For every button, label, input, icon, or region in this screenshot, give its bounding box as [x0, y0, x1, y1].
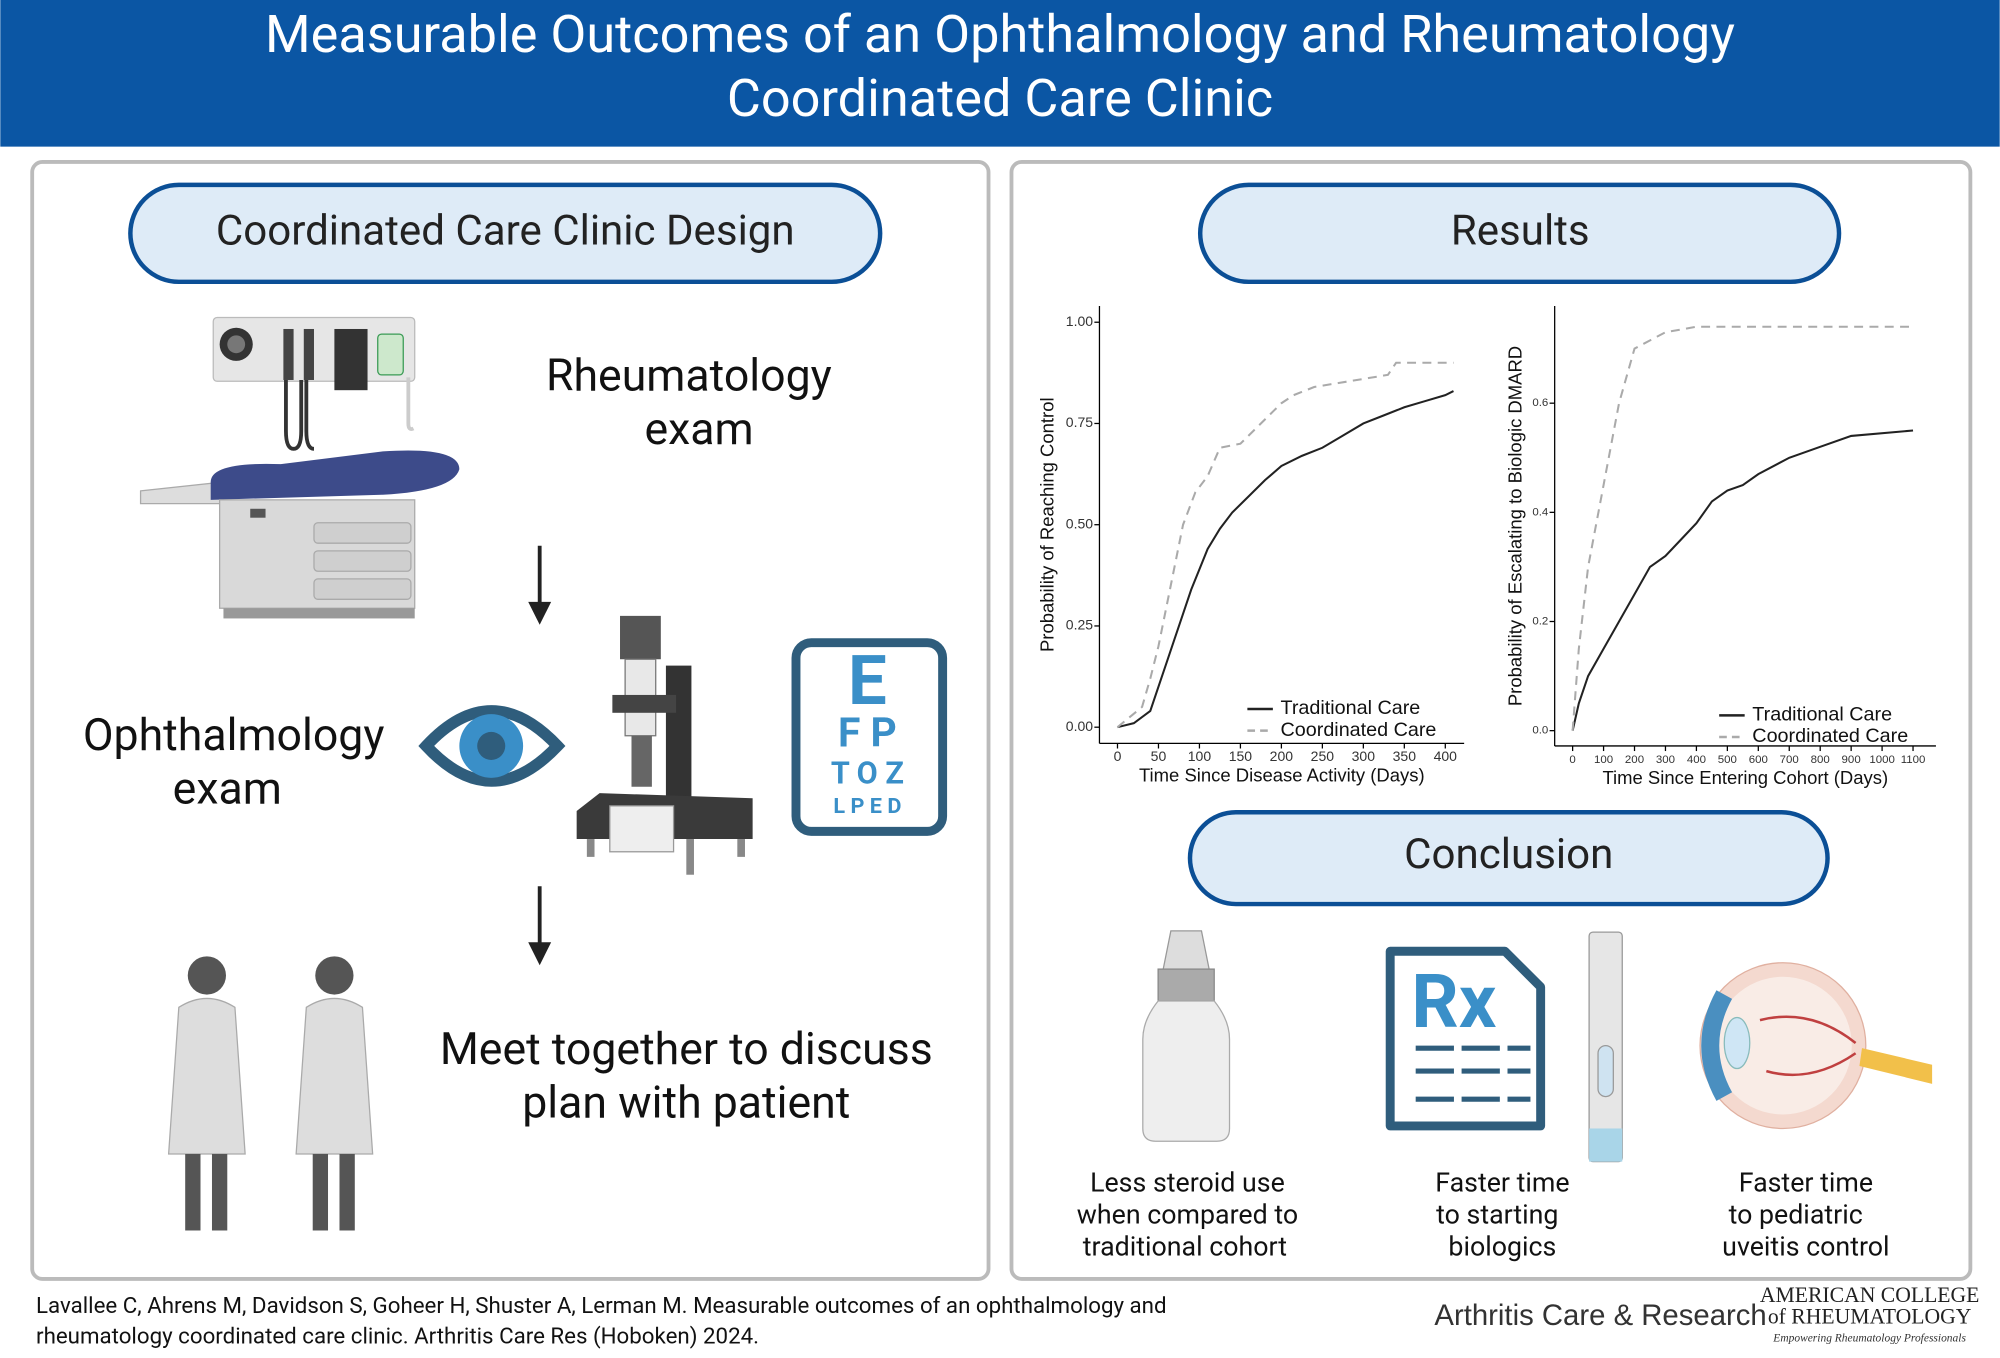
survival-curve — [1116, 361, 1454, 728]
x-tick-label: 1000 — [1869, 754, 1895, 766]
conclusion-text: Faster time — [1739, 1167, 1873, 1199]
x-tick-label: 200 — [1625, 754, 1644, 766]
y-tick-label: 0.00 — [1066, 718, 1093, 734]
x-tick-label: 100 — [1594, 754, 1613, 766]
eye-anatomy-icon — [1699, 962, 1933, 1130]
step-label: exam — [644, 403, 753, 455]
x-tick-label: 700 — [1780, 754, 1799, 766]
y-tick-label: 0.2 — [1532, 616, 1548, 628]
y-axis-label: Probability of Reaching Control — [1036, 397, 1057, 652]
x-tick-label: 900 — [1842, 754, 1861, 766]
y-tick-label: 0.75 — [1066, 414, 1093, 430]
eye-icon — [418, 705, 566, 787]
prescription-icon — [1385, 946, 1546, 1131]
conclusion-text: to pediatric — [1729, 1199, 1863, 1231]
step-label: Meet together to discuss — [440, 1023, 933, 1075]
y-tick-label: 0.50 — [1066, 515, 1093, 531]
step-label: exam — [173, 763, 282, 815]
heading-pill — [1187, 810, 1830, 907]
legend-label: Traditional Care — [1752, 704, 1892, 726]
x-tick-label: 400 — [1687, 754, 1706, 766]
y-tick-label: 0.6 — [1532, 397, 1548, 409]
x-tick-label: 250 — [1311, 748, 1335, 764]
heading-pill — [1197, 182, 1842, 285]
x-tick-label: 800 — [1811, 754, 1830, 766]
eye-chart-letter: L P E D — [833, 794, 901, 819]
x-tick-label: 500 — [1718, 754, 1737, 766]
y-axis-label: Probability of Escalating to Biologic DM… — [1504, 346, 1525, 706]
title: Measurable Outcomes of an Ophthalmology … — [265, 4, 1735, 65]
title: Coordinated Care Clinic — [727, 68, 1273, 129]
y-tick-label: 0.0 — [1532, 725, 1548, 737]
rx-symbol: Rx — [1411, 959, 1496, 1046]
heading: Results — [1451, 206, 1590, 255]
step-label: plan with patient — [522, 1076, 850, 1128]
publisher-tagline: Empowering Rheumatology Professionals — [1772, 1332, 1966, 1344]
heading-pill — [128, 182, 883, 285]
x-axis-label: Time Since Entering Cohort (Days) — [1602, 767, 1888, 788]
step-label: Ophthalmology — [83, 709, 385, 761]
doctors-icon — [167, 956, 374, 1231]
x-tick-label: 150 — [1229, 748, 1253, 764]
citation: Lavallee C, Ahrens M, Davidson S, Goheer… — [36, 1293, 1167, 1319]
x-tick-label: 0 — [1569, 754, 1575, 766]
x-tick-label: 350 — [1393, 748, 1417, 764]
legend-label: Coordinated Care — [1281, 719, 1437, 741]
conclusion-text: Faster time — [1435, 1167, 1569, 1199]
syringe-icon — [1588, 931, 1623, 1163]
step-label: Rheumatology — [546, 349, 832, 401]
publisher-name: AMERICAN COLLEGE — [1760, 1283, 1980, 1307]
y-tick-label: 1.00 — [1066, 313, 1093, 329]
x-tick-label: 400 — [1434, 748, 1458, 764]
legend-label: Traditional Care — [1281, 697, 1421, 719]
legend-label: Coordinated Care — [1752, 725, 1908, 747]
x-tick-label: 0 — [1114, 748, 1122, 764]
eye-chart-letter: E — [848, 640, 887, 721]
conclusion-text: Less steroid use — [1090, 1167, 1285, 1199]
charts: 0.000.250.500.751.000 50 100 150 200 250 300 35… — [1036, 306, 1936, 788]
citation: rheumatology coordinated care clinic. Ar… — [36, 1323, 759, 1349]
x-tick-label: 300 — [1656, 754, 1675, 766]
y-tick-label: 0.25 — [1066, 617, 1093, 633]
conclusion-text: biologics — [1448, 1230, 1556, 1262]
conclusion-text: to starting — [1436, 1199, 1558, 1231]
survival-curve — [1571, 325, 1914, 731]
x-tick-label: 50 — [1151, 748, 1167, 764]
x-tick-label: 1100 — [1901, 754, 1926, 766]
eye-drop-icon — [1142, 930, 1231, 1142]
heading: Coordinated Care Clinic Design — [216, 206, 795, 255]
x-tick-label: 200 — [1270, 748, 1294, 764]
arrow — [528, 545, 552, 966]
survival-curve — [1571, 429, 1914, 731]
x-tick-label: 600 — [1749, 754, 1768, 766]
y-tick-label: 0.4 — [1532, 506, 1549, 518]
eye-chart-letter: T O Z — [831, 756, 904, 791]
conclusion-text: uveitis control — [1722, 1230, 1889, 1262]
heading: Conclusion — [1404, 830, 1613, 879]
x-tick-label: 100 — [1188, 748, 1212, 764]
survival-curve — [1117, 390, 1454, 729]
eye-chart-letter: F P — [838, 709, 897, 757]
x-tick-label: 300 — [1352, 748, 1376, 764]
conclusion-text: when compared to — [1077, 1199, 1298, 1231]
header-bar — [0, 0, 2000, 147]
conclusion-text: traditional cohort — [1083, 1230, 1287, 1262]
journal-name: Arthritis Care & Research — [1434, 1299, 1766, 1332]
x-axis-label: Time Since Disease Activity (Days) — [1139, 764, 1425, 785]
publisher-name: of RHEUMATOLOGY — [1768, 1304, 1972, 1328]
eye-chart-icon — [791, 638, 948, 836]
exam-room-icon — [139, 316, 460, 619]
microscope-icon — [576, 615, 753, 875]
